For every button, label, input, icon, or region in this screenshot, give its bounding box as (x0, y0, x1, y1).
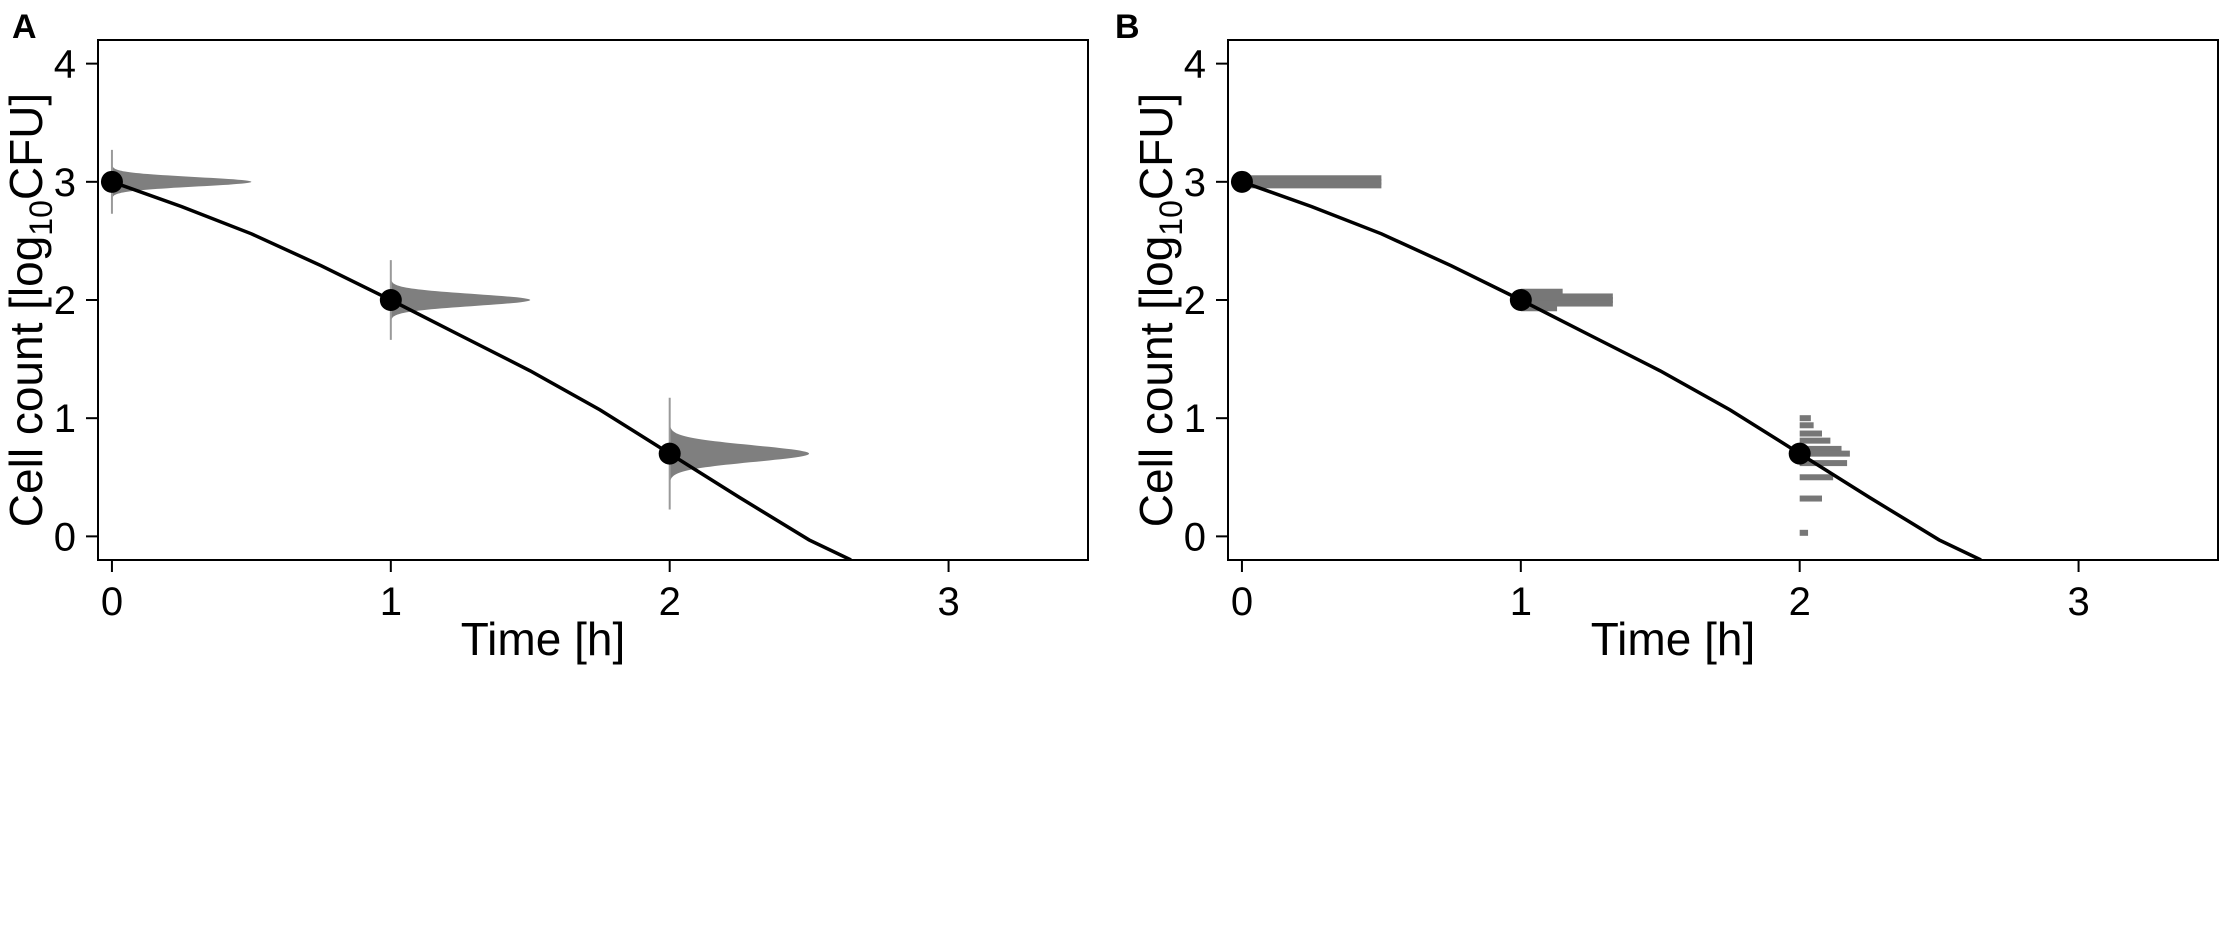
histogram-bar (1799, 460, 1848, 467)
x-axis-label: Time [h] (461, 613, 625, 665)
x-tick-label: 1 (1510, 580, 1532, 624)
y-tick-label: 0 (1184, 515, 1206, 559)
data-point (379, 289, 402, 311)
histogram-bar (1520, 297, 1613, 303)
y-tick-label: 4 (54, 43, 76, 87)
data-point (1509, 289, 1532, 311)
histogram-bar (1799, 445, 1842, 452)
histogram-bar (1799, 529, 1809, 536)
histogram-bar (1799, 474, 1834, 481)
histogram-bar (1520, 300, 1613, 307)
x-tick-label: 0 (101, 580, 123, 624)
model-curve (1241, 180, 1982, 560)
y-axis-label: Cell count [log10CFU] (1130, 93, 1189, 527)
histogram-bar (1799, 437, 1831, 444)
histogram-bar (1799, 415, 1811, 422)
x-tick-label: 0 (1231, 580, 1253, 624)
panel-letter-b: B (1115, 8, 1140, 46)
panel-letter-a: A (12, 8, 37, 46)
x-tick-label: 1 (380, 580, 402, 624)
density-shape (669, 416, 810, 491)
y-axis-label: Cell count [log10CFU] (0, 93, 59, 527)
histogram-bar (1799, 422, 1814, 429)
plot-frame (1227, 39, 2219, 561)
x-tick-label: 2 (659, 580, 681, 624)
y-tick-label: 4 (1184, 43, 1206, 87)
histogram-bar (1241, 182, 1382, 189)
chart-a-svg: 0 1 2 3 0 1 2 3 4 Time [h] Cell count [log10CFU] (0, 39, 1089, 665)
plot-area (100, 149, 852, 560)
y-tick-label: 2 (1184, 279, 1206, 323)
x-tick-label: 3 (2067, 580, 2089, 624)
histogram-bar (1520, 293, 1613, 300)
y-tick-label: 1 (54, 397, 76, 441)
y-tick-label: 3 (1184, 161, 1206, 205)
histogram-bar (1241, 178, 1382, 185)
density-shape (111, 160, 252, 204)
plot-frame (97, 39, 1089, 561)
model-curve (111, 180, 852, 560)
data-point (658, 442, 681, 465)
density-shape (390, 273, 531, 327)
histogram-bar (1520, 288, 1563, 295)
data-point (1230, 170, 1253, 193)
y-tick-label: 0 (54, 515, 76, 559)
panel-b: B 0 1 2 3 0 1 2 3 4 Time [h] Cell count [log10CFU] (1115, 0, 2221, 945)
y-tick-label: 1 (1184, 397, 1206, 441)
panel-a: A 0 1 2 3 0 1 2 3 4 Time [h] Cell count [log10CFU] (0, 0, 1110, 945)
x-tick-label: 3 (937, 580, 959, 624)
y-tick-label: 3 (54, 161, 76, 205)
data-point (100, 170, 123, 193)
histogram-bar (1799, 495, 1822, 502)
histogram-bar (1241, 175, 1382, 182)
x-tick-label: 2 (1789, 580, 1811, 624)
plot-area (1230, 170, 1982, 560)
x-axis-label: Time [h] (1591, 613, 1755, 665)
chart-b-svg: 0 1 2 3 0 1 2 3 4 Time [h] Cell count [log10CFU] (1130, 39, 2219, 665)
data-point (1788, 442, 1811, 465)
histogram-bar (1799, 430, 1822, 437)
y-tick-label: 2 (54, 279, 76, 323)
histogram-bar (1799, 450, 1850, 457)
